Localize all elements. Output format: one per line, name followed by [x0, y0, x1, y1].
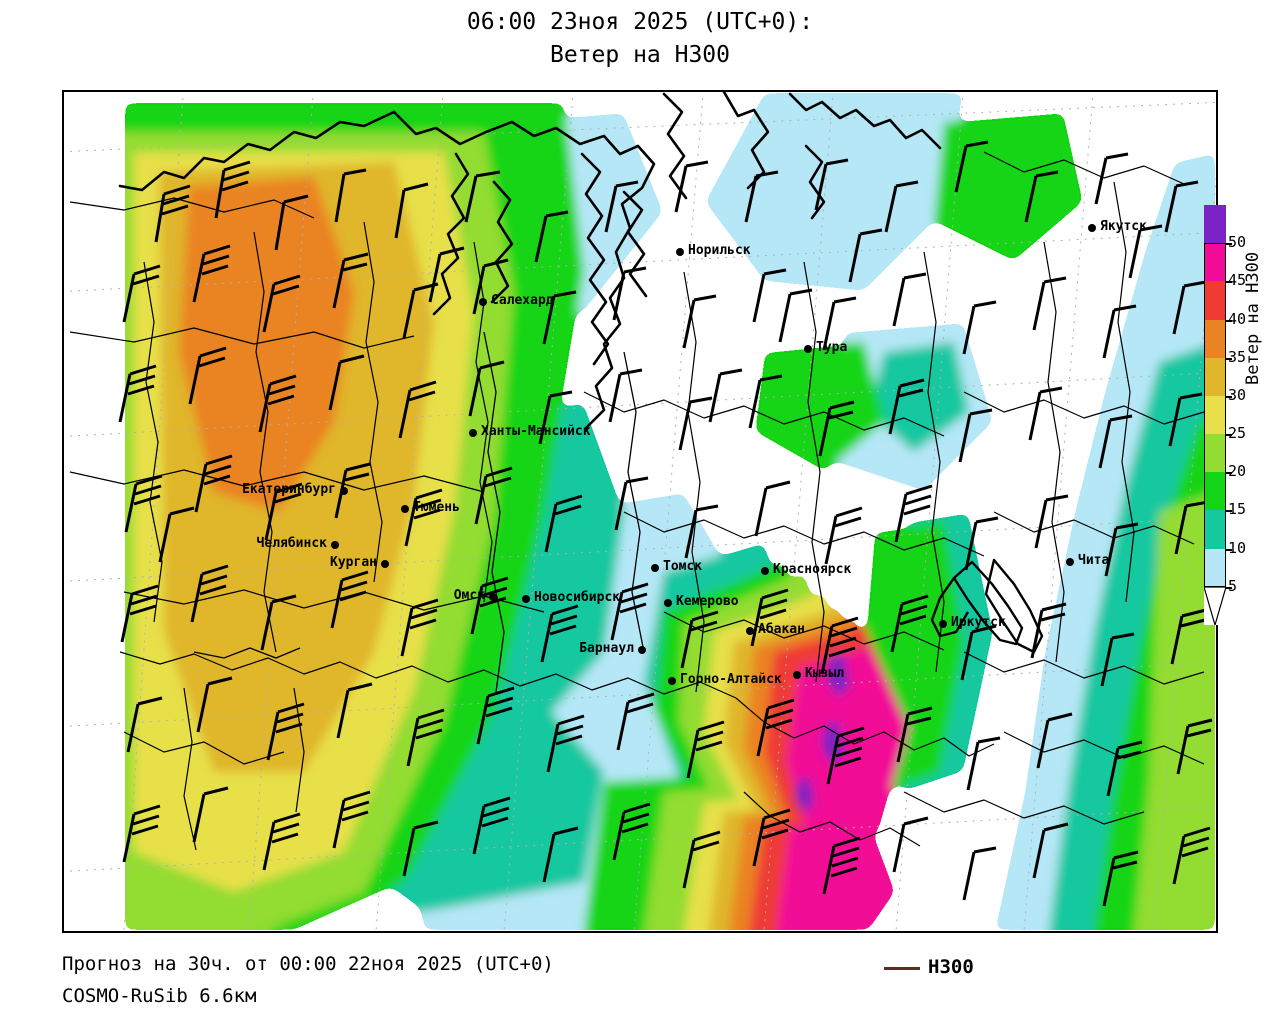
city-dot: [1088, 224, 1096, 232]
colorbar-tick-label-30: 30: [1228, 385, 1247, 404]
colorbar-tick-label-20: 20: [1228, 462, 1247, 481]
colorbar-tick-label-40: 40: [1228, 309, 1247, 328]
colorbar-tick-label-45: 45: [1228, 271, 1247, 290]
colorbar-band-15-20: [1204, 472, 1226, 511]
colorbar-tick-label-10: 10: [1228, 538, 1247, 557]
forecast-info-line: Прогноз на 30ч. от 00:00 22ноя 2025 (UTC…: [62, 953, 554, 975]
city-label: Тюмень: [413, 500, 460, 515]
map-plot-area[interactable]: Якутск Норильск Салехард Тура Ханты-Мансийск…: [62, 90, 1218, 933]
colorbar-tick-label-15: 15: [1228, 500, 1247, 519]
city-dot: [331, 541, 339, 549]
colorbar-band-5-10: [1204, 548, 1226, 587]
city-label: Красноярск: [773, 562, 852, 577]
city-label: Новосибирск: [534, 590, 621, 605]
colorbar-band-45-50: [1204, 243, 1226, 282]
city-dot: [401, 505, 409, 513]
rivers: [193, 331, 645, 693]
city-dot: [939, 620, 947, 628]
city-dot: [664, 599, 672, 607]
city-dot: [761, 567, 769, 575]
colorbar-tickmark-10: [1226, 548, 1232, 551]
city-label: Кемерово: [676, 594, 739, 609]
city-dot: [668, 677, 676, 685]
city-label: Абакан: [758, 622, 805, 637]
legend-line-swatch: [884, 967, 920, 970]
city-label: Тура: [816, 340, 848, 355]
colorbar-tick-label-25: 25: [1228, 424, 1247, 443]
city-label: Иркутск: [951, 615, 1006, 630]
page-title-line2: Ветер на H300: [549, 42, 730, 68]
city-label: Ханты-Мансийск: [481, 424, 591, 439]
model-name-line: COSMO-RuSib 6.6км: [62, 985, 257, 1007]
administrative-borders: [69, 151, 1205, 851]
city-label: Кызыл: [805, 666, 845, 681]
city-label: Салехард: [491, 293, 554, 308]
city-dot: [638, 646, 646, 654]
wind-barbs: [118, 140, 1213, 907]
colorbar-band-10-15: [1204, 510, 1226, 549]
colorbar-tickmark-50: [1226, 243, 1232, 246]
city-dot: [469, 429, 477, 437]
city-dot: [793, 671, 801, 679]
city-dot: [1066, 558, 1074, 566]
colorbar-tickmark-15: [1226, 510, 1232, 513]
colorbar-band-35-40: [1204, 319, 1226, 358]
city-dot: [676, 248, 684, 256]
colorbar-tick-label-50: 50: [1228, 233, 1247, 252]
colorbar-tickmark-40: [1226, 319, 1232, 322]
colorbar-tickmark-35: [1226, 357, 1232, 360]
city-label: Барнаул: [579, 641, 634, 656]
city-label: Якутск: [1100, 219, 1147, 234]
city-label: Екатеринбург: [242, 482, 336, 497]
colorbar[interactable]: 5 10 15 20 25 30 35 40 45 50: [1203, 205, 1246, 627]
colorbar-tickmark-45: [1226, 281, 1232, 284]
colorbar-over-arrow: [1204, 205, 1226, 244]
city-label: Челябинск: [256, 536, 327, 551]
city-dot: [651, 564, 659, 572]
city-dot: [804, 345, 812, 353]
city-label: Норильск: [688, 243, 751, 258]
legend-label-h300: H300: [928, 956, 974, 978]
colorbar-band-40-45: [1204, 281, 1226, 320]
wind-speed-shading: [124, 92, 1216, 931]
map-canvas: [64, 92, 1216, 931]
city-dot: [340, 487, 348, 495]
colorbar-tick-label-5: 5: [1228, 576, 1238, 595]
coastline: [118, 92, 942, 430]
city-label: Курган: [330, 555, 377, 570]
city-dot: [479, 298, 487, 306]
city-label: Горно-Алтайск: [680, 672, 782, 687]
city-dot: [381, 560, 389, 568]
page-title-line1: 06:00 23ноя 2025 (UTC+0):: [466, 9, 814, 35]
colorbar-tickmark-5: [1226, 586, 1232, 589]
colorbar-under-arrow: [1203, 586, 1227, 627]
colorbar-band-30-35: [1204, 357, 1226, 396]
city-label: Томск: [663, 559, 703, 574]
colorbar-band-20-25: [1204, 434, 1226, 473]
colorbar-band-25-30: [1204, 395, 1226, 435]
colorbar-axis-label: Ветер на H300: [1243, 251, 1263, 385]
city-label: Чита: [1078, 553, 1110, 568]
colorbar-tickmark-25: [1226, 434, 1232, 437]
colorbar-tick-label-35: 35: [1228, 347, 1247, 366]
city-dot: [522, 595, 530, 603]
colorbar-tickmark-20: [1226, 472, 1232, 475]
city-dot: [489, 593, 497, 601]
city-dot: [746, 627, 754, 635]
colorbar-tickmark-30: [1226, 395, 1232, 398]
city-label: Омск: [453, 588, 485, 603]
